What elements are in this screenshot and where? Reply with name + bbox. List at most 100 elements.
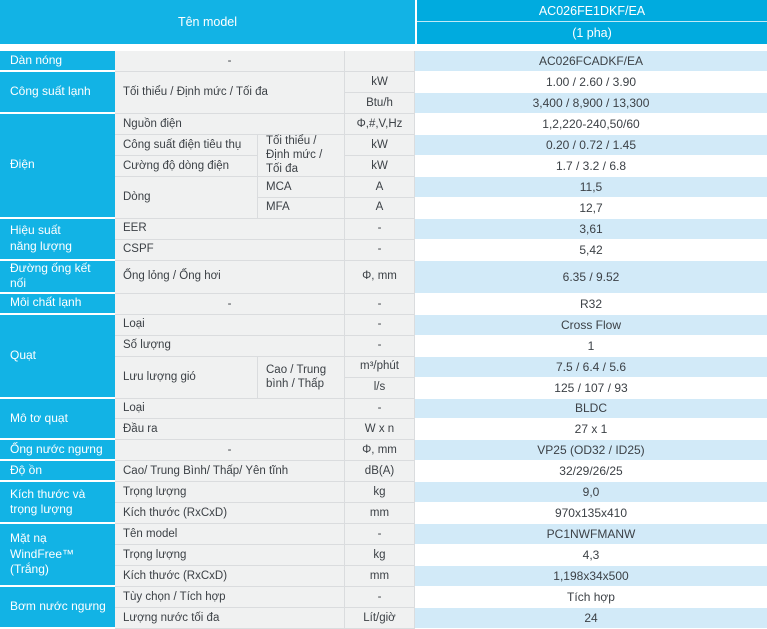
spec-unit: l/s: [345, 377, 415, 399]
section-mat-na-windfree: Mặt nạ WindFree™ (Trắng): [0, 524, 115, 588]
spec-unit: Φ,#,V,Hz: [345, 113, 415, 135]
spec-label: Tối thiểu / Định mức / Tối đa: [115, 71, 345, 114]
spec-unit: m³/phút: [345, 356, 415, 378]
spec-label: Cao/ Trung Bình/ Thấp/ Yên tĩnh: [115, 461, 345, 483]
spec-label: CSPF: [115, 239, 345, 261]
spec-label: EER: [115, 218, 345, 240]
spec-sublabel: Tối thiểu / Định mức / Tối đa: [258, 135, 345, 177]
spec-value: 4,3: [415, 545, 767, 567]
table-header: Tên model AC026FE1DKF/EA (1 pha): [0, 0, 767, 44]
spec-unit: kW: [345, 134, 415, 156]
spec-label: -: [115, 440, 345, 462]
spec-value: 32/29/26/25: [415, 461, 767, 483]
spec-label: Loại: [115, 398, 345, 420]
spec-value: 1,198x34x500: [415, 566, 767, 588]
section-do-on: Độ ồn: [0, 461, 115, 483]
spec-value: VP25 (OD32 / ID25): [415, 440, 767, 462]
spec-label: Trọng lượng: [115, 482, 345, 504]
spec-sublabel: MFA: [258, 197, 345, 219]
spec-label: Ống lỏng / Ống hơi: [115, 260, 345, 294]
spec-value: 1,2,220-240,50/60: [415, 113, 767, 135]
model-header-block: AC026FE1DKF/EA (1 pha): [417, 0, 767, 44]
spec-value: Cross Flow: [415, 314, 767, 336]
section-kich-thuoc-trong-luong: Kích thước và trọng lượng: [0, 482, 115, 525]
spec-value: 27 x 1: [415, 419, 767, 441]
spec-unit: Lít/giờ: [345, 608, 415, 629]
spec-value: 0.20 / 0.72 / 1.45: [415, 134, 767, 156]
spec-unit: -: [345, 587, 415, 609]
section-moi-chat-lanh: Môi chất lạnh: [0, 293, 115, 315]
section-bom-nuoc-ngung: Bơm nước ngưng: [0, 587, 115, 629]
spec-label: Loại: [115, 314, 345, 336]
spec-unit: Φ, mm: [345, 260, 415, 294]
spec-value: 7.5 / 6.4 / 5.6: [415, 356, 767, 378]
section-hieu-suat-nang-luong: Hiệu suất năng lượng: [0, 218, 115, 261]
spec-label: Cường độ dòng điện: [115, 155, 258, 177]
spec-label: Dòng: [115, 176, 258, 219]
spec-label: Trọng lượng: [115, 545, 345, 567]
spec-value: 24: [415, 608, 767, 629]
spec-label: Kích thước (RxCxD): [115, 503, 345, 525]
spec-unit: kW: [345, 155, 415, 177]
header-divider: [0, 44, 767, 51]
spec-sublabel: MCA: [258, 176, 345, 198]
spec-label: -: [115, 293, 345, 315]
spec-unit: mm: [345, 566, 415, 588]
section-ong-nuoc-ngung: Ống nước ngưng: [0, 440, 115, 462]
spec-value: 5,42: [415, 239, 767, 261]
spec-unit: -: [345, 218, 415, 240]
spec-unit: -: [345, 293, 415, 315]
spec-value: 1.00 / 2.60 / 3.90: [415, 71, 767, 93]
spec-value: 11,5: [415, 176, 767, 198]
spec-value: 1.7 / 3.2 / 6.8: [415, 155, 767, 177]
section-quat: Quạt: [0, 314, 115, 399]
spec-value: AC026FCADKF/EA: [415, 51, 767, 72]
spec-unit: dB(A): [345, 461, 415, 483]
spec-value: BLDC: [415, 398, 767, 420]
model-code: AC026FE1DKF/EA: [417, 0, 767, 22]
spec-label: Kích thước (RxCxD): [115, 566, 345, 588]
spec-unit: -: [345, 314, 415, 336]
spec-unit: W x n: [345, 419, 415, 441]
spec-unit: kg: [345, 545, 415, 567]
spec-label: Đầu ra: [115, 419, 345, 441]
spec-label: Lượng nước tối đa: [115, 608, 345, 629]
spec-value: 3,61: [415, 218, 767, 240]
phase-label: (1 pha): [572, 26, 612, 40]
spec-label: Tùy chọn / Tích hợp: [115, 587, 345, 609]
spec-label: Công suất điện tiêu thụ: [115, 134, 258, 156]
section-cong-suat-lanh: Công suất lạnh: [0, 71, 115, 114]
spec-value: 1: [415, 335, 767, 357]
spec-unit: -: [345, 524, 415, 546]
spec-label: Nguồn điện: [115, 113, 345, 135]
spec-label: Lưu lượng gió: [115, 356, 258, 399]
spec-label: Số lượng: [115, 335, 345, 357]
spec-value: 3,400 / 8,900 / 13,300: [415, 92, 767, 114]
spec-unit: A: [345, 197, 415, 219]
spec-value: PC1NWFMANW: [415, 524, 767, 546]
spec-value: 9,0: [415, 482, 767, 504]
spec-value: 125 / 107 / 93: [415, 377, 767, 399]
spec-unit: kW: [345, 71, 415, 93]
spec-unit: Btu/h: [345, 92, 415, 114]
spec-table-body: Dàn nóng Công suất lạnh Điện Hiệu suất n…: [0, 51, 767, 629]
section-duong-ong-ket-noi: Đường ống kết nối: [0, 260, 115, 294]
spec-unit: mm: [345, 503, 415, 525]
section-dien: Điện: [0, 113, 115, 219]
spec-value: R32: [415, 293, 767, 315]
spec-unit: A: [345, 176, 415, 198]
model-name-header: Tên model: [0, 0, 417, 44]
spec-value: Tích hợp: [415, 587, 767, 609]
spec-unit: -: [345, 335, 415, 357]
section-mo-to-quat: Mô tơ quạt: [0, 398, 115, 441]
spec-value: 12,7: [415, 197, 767, 219]
spec-value: 970x135x410: [415, 503, 767, 525]
spec-unit: Φ, mm: [345, 440, 415, 462]
spec-label: -: [115, 51, 345, 72]
spec-value: 6.35 / 9.52: [415, 260, 767, 294]
spec-unit: [345, 51, 415, 72]
spec-label: Tên model: [115, 524, 345, 546]
spec-unit: -: [345, 239, 415, 261]
spec-unit: -: [345, 398, 415, 420]
